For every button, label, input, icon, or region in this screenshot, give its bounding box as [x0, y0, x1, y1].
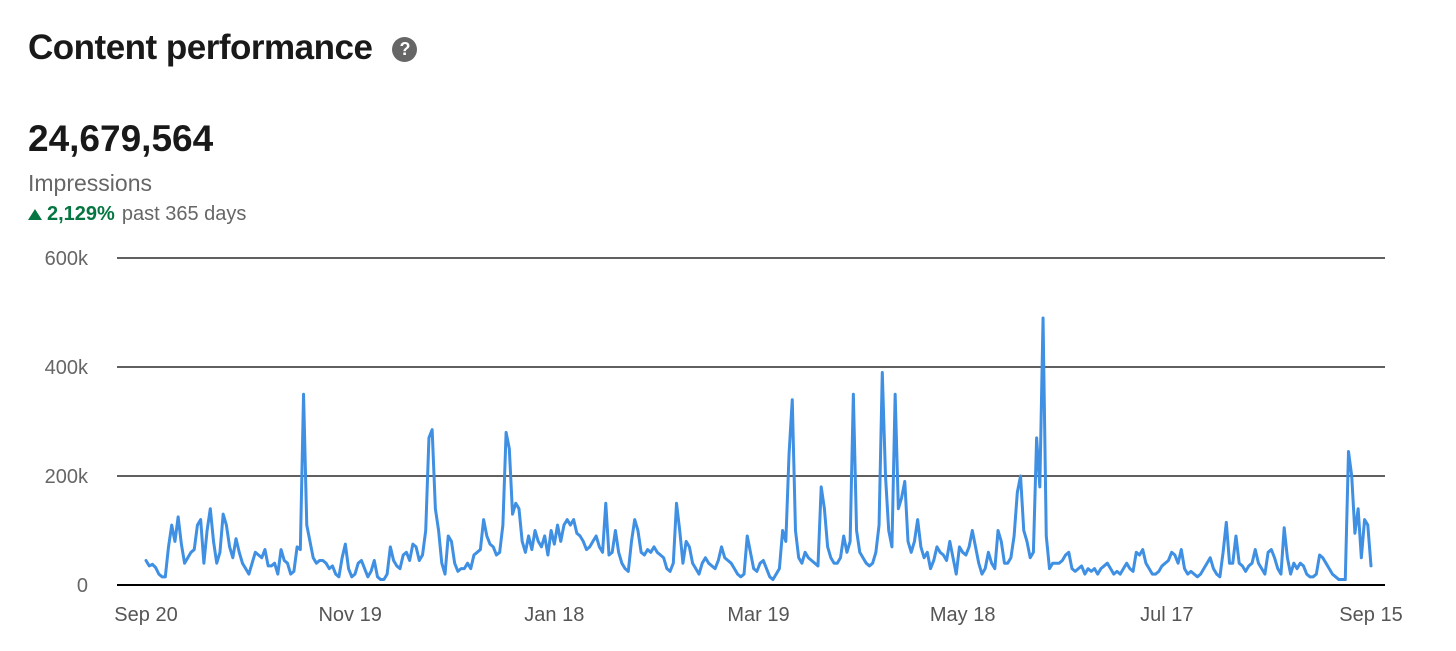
- change-indicator: 2,129% past 365 days: [28, 203, 246, 226]
- x-tick-label: Jan 18: [524, 604, 584, 626]
- header: Content performance ?: [28, 28, 418, 68]
- impressions-value: 24,679,564: [28, 118, 214, 159]
- question-circle-icon[interactable]: ?: [392, 36, 418, 62]
- x-tick-label: Jul 17: [1140, 604, 1193, 626]
- y-tick-label: 200k: [45, 466, 89, 488]
- x-tick-label: Sep 15: [1339, 604, 1402, 626]
- x-tick-label: Mar 19: [727, 604, 789, 626]
- page-title: Content performance: [28, 28, 373, 67]
- y-tick-label: 400k: [45, 357, 89, 379]
- triangle-up-icon: [28, 208, 42, 220]
- y-tick-label: 600k: [45, 248, 89, 270]
- impressions-label: Impressions: [28, 170, 152, 196]
- change-period: past 365 days: [121, 203, 247, 225]
- x-tick-label: Sep 20: [114, 604, 177, 626]
- impressions-series-line: [144, 316, 1373, 582]
- y-tick-label: 0: [77, 575, 88, 597]
- x-tick-label: Nov 19: [318, 604, 381, 626]
- change-percent: 2,129%: [47, 203, 115, 225]
- x-tick-label: May 18: [930, 604, 996, 626]
